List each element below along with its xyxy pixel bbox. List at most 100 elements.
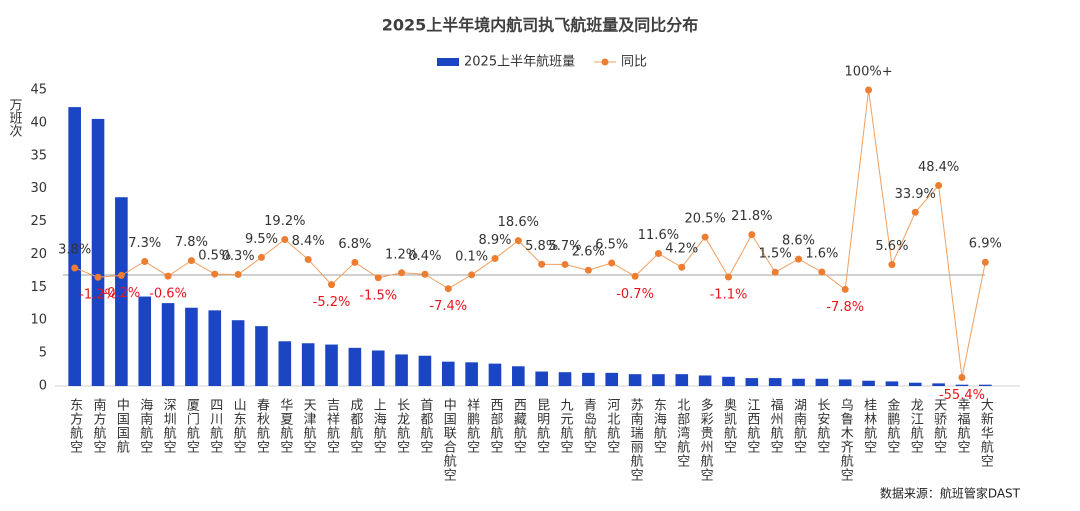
line-marker <box>304 255 312 263</box>
line-marker <box>631 272 639 280</box>
legend-label: 同比 <box>621 55 647 70</box>
y-axis-label: 万班次 <box>7 98 23 137</box>
x-tick-label: 上海航空 <box>371 398 387 454</box>
line-marker <box>444 285 452 293</box>
x-tick-label: 九元航空 <box>558 398 574 454</box>
data-label: -0.6% <box>149 287 187 302</box>
x-tick-label: 湖南航空 <box>791 398 807 454</box>
x-tick-label: 天津航空 <box>301 398 317 454</box>
data-label: 4.2% <box>665 242 698 257</box>
line-marker <box>654 250 662 258</box>
data-label: -0.7% <box>616 287 654 302</box>
line-marker <box>374 274 382 282</box>
data-label: 1.6% <box>805 247 838 262</box>
bar <box>301 343 315 386</box>
x-tick-label: 金鹏航空 <box>884 397 900 454</box>
data-label: 21.8% <box>731 209 772 224</box>
line-marker <box>561 260 569 268</box>
x-tick-label: 华夏航空 <box>277 398 293 454</box>
line-marker <box>141 257 149 265</box>
data-label: 9.5% <box>245 232 278 247</box>
x-tick-label: 桂林航空 <box>861 398 877 454</box>
data-label: -0.2% <box>103 286 141 301</box>
x-tick-label: 中国国航 <box>114 398 130 454</box>
x-tick-label: 成都航空 <box>347 398 363 454</box>
bar <box>535 371 548 386</box>
line-marker <box>584 266 592 274</box>
bar <box>348 347 362 386</box>
line-marker <box>771 268 779 276</box>
x-tick-label: 天骄航空 <box>931 398 947 454</box>
x-tick-label: 苏南瑞丽航空 <box>628 397 644 482</box>
bar <box>652 374 665 386</box>
line-marker <box>935 181 943 189</box>
bar <box>418 355 432 386</box>
bar <box>185 307 198 386</box>
data-label: 1.2% <box>385 247 418 262</box>
data-label: -1.2% <box>79 288 117 303</box>
x-tick-label: 昆明航空 <box>534 398 550 454</box>
line-marker <box>187 257 195 265</box>
data-label: 33.9% <box>895 187 936 202</box>
line-marker <box>865 86 873 94</box>
line <box>74 89 986 378</box>
bar <box>255 326 268 386</box>
data-label: -55.4% <box>939 388 985 403</box>
bar <box>325 344 338 386</box>
x-tick-label: 北部湾航空 <box>674 398 690 468</box>
x-tick-label: 福州航空 <box>768 398 784 454</box>
y-tick-label: 25 <box>30 214 47 229</box>
line-marker <box>351 258 359 266</box>
bar <box>115 197 128 386</box>
x-tick-label: 江西航空 <box>744 398 760 454</box>
x-tick-label: 大新华航空 <box>978 398 994 468</box>
x-tick-label: 多彩贵州航空 <box>698 397 714 482</box>
bar <box>605 372 619 386</box>
x-tick-label: 西藏航空 <box>511 398 527 454</box>
x-tick-label: 吉祥航空 <box>324 398 340 454</box>
x-tick-label: 海南航空 <box>137 398 153 454</box>
y-tick-label: 20 <box>30 247 47 262</box>
bar <box>932 383 945 386</box>
line-marker <box>421 270 429 278</box>
legend-swatch <box>601 58 609 66</box>
data-label: 7.8% <box>175 235 208 250</box>
data-label: 6.9% <box>969 237 1002 252</box>
line-marker <box>981 258 989 266</box>
data-label: 18.6% <box>498 215 539 230</box>
line-marker <box>164 272 172 280</box>
bar <box>979 384 992 386</box>
bar <box>792 378 805 386</box>
bar <box>582 372 595 386</box>
bar <box>395 354 408 386</box>
y-tick-label: 0 <box>39 379 47 394</box>
line-marker <box>818 268 826 276</box>
data-label: -1.1% <box>710 288 748 303</box>
legend-swatch <box>437 58 459 66</box>
data-label: 11.6% <box>638 228 679 243</box>
line-marker <box>538 260 546 268</box>
bar <box>838 379 852 386</box>
data-label: 6.8% <box>338 237 371 252</box>
line-marker <box>117 271 125 279</box>
chart-title: 2025上半年境内航司执飞航班量及同比分布 <box>382 16 699 35</box>
data-label: -1.5% <box>359 288 397 303</box>
line-marker <box>257 253 265 261</box>
x-tick-label: 长龙航空 <box>394 398 410 454</box>
x-tick-label: 幸福航空 <box>954 398 970 454</box>
line-marker <box>491 255 499 263</box>
bar <box>698 375 712 386</box>
bar <box>278 341 292 386</box>
bar <box>558 372 572 386</box>
data-label: 8.4% <box>292 234 325 249</box>
bar <box>138 296 152 386</box>
y-tick-label: 45 <box>30 83 47 98</box>
data-label: -5.2% <box>313 295 351 310</box>
x-tick-label: 祥鹏航空 <box>464 398 480 454</box>
bar <box>231 320 245 386</box>
line-marker <box>748 231 756 239</box>
data-label: 6.5% <box>595 237 628 252</box>
line-marker <box>211 270 219 278</box>
x-tick-label: 东方航空 <box>67 398 83 454</box>
bar <box>512 366 525 386</box>
